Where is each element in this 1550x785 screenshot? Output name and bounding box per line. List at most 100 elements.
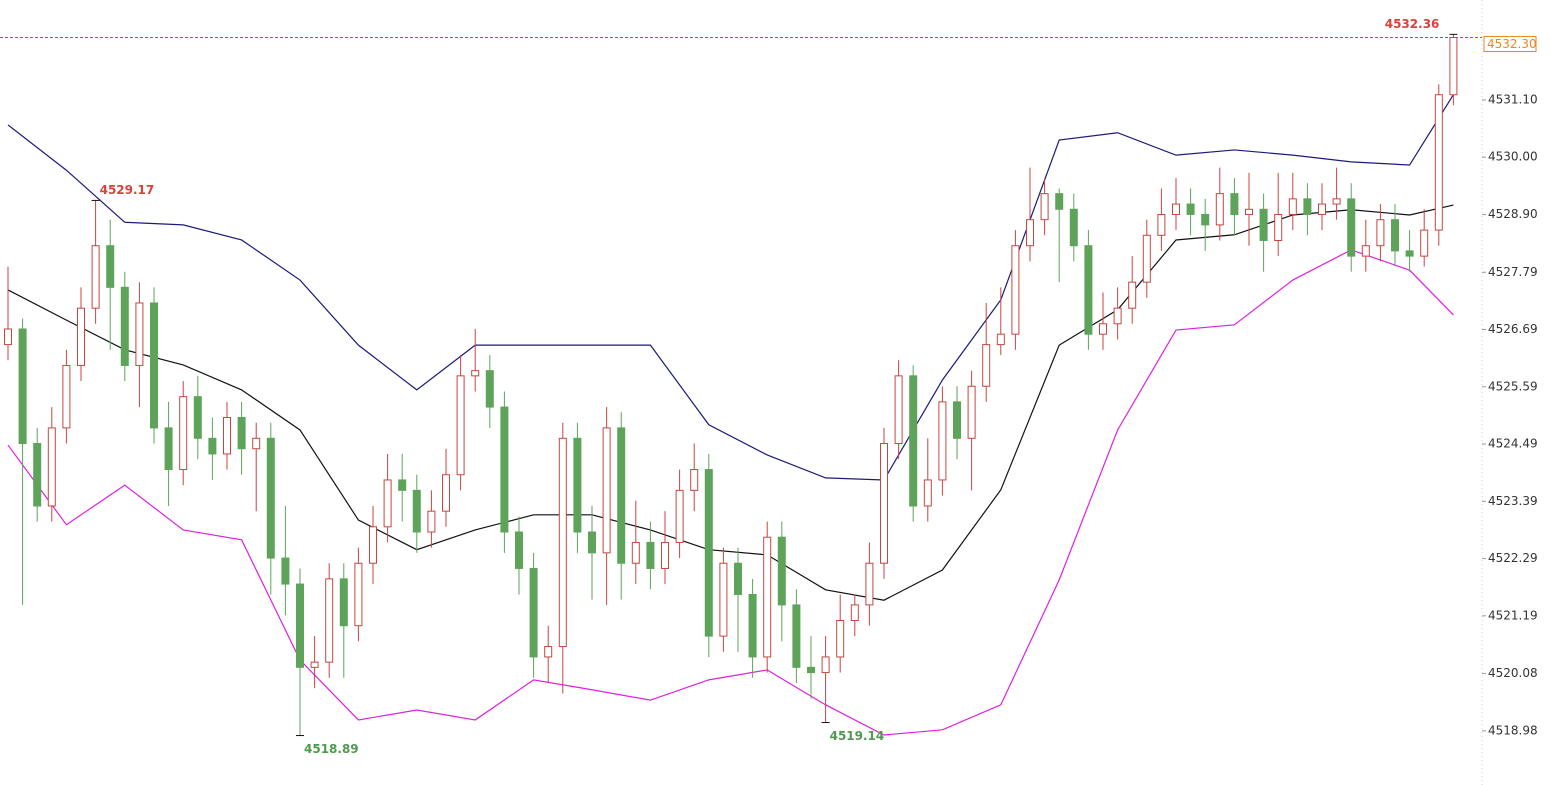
candle-body (1376, 219, 1385, 247)
candle-body (354, 562, 363, 627)
candle-body (281, 557, 290, 585)
candle-body (1157, 213, 1166, 236)
candle-body (412, 489, 421, 533)
candle-body (62, 364, 71, 429)
candle-body (821, 656, 830, 674)
candle-body (588, 531, 596, 554)
candle-body (894, 375, 903, 445)
candle-body (1288, 198, 1297, 215)
candle-body (865, 562, 874, 606)
candle-body (1347, 198, 1356, 257)
candle-body (252, 437, 261, 450)
candle-body (471, 370, 480, 377)
candle-body (1245, 208, 1253, 215)
candle-body (880, 443, 888, 564)
current-price-box (1483, 35, 1537, 52)
candle-body (734, 562, 742, 595)
candle-body (529, 567, 538, 658)
candle-body (208, 437, 217, 455)
candle-body (1201, 213, 1210, 226)
candle-body (135, 302, 144, 366)
candle-body (544, 646, 553, 658)
candle-body (631, 541, 640, 564)
candle-body (763, 536, 772, 658)
candle-body (77, 307, 85, 366)
candle-body (1186, 203, 1195, 215)
candle-body (33, 443, 42, 507)
candle-body (485, 370, 494, 408)
candle-body (1332, 198, 1341, 205)
y-tick-label: 4520.08 (1488, 666, 1538, 680)
candle-body (515, 531, 523, 569)
candle-body (704, 469, 713, 637)
candle-body (1274, 213, 1283, 241)
candle-body (792, 604, 801, 668)
candle-body (1230, 193, 1239, 215)
candle-body (120, 286, 129, 366)
y-tick-label: 4522.29 (1488, 551, 1538, 565)
candle-body (1434, 94, 1443, 231)
candle-body (1069, 208, 1078, 247)
candle-body (91, 245, 100, 309)
candle-body (1099, 323, 1107, 335)
band-line (7, 94, 1454, 481)
y-tick-label: 4523.39 (1488, 494, 1538, 508)
candle-body (1128, 281, 1137, 309)
candle-body (339, 578, 348, 627)
candle-body (982, 344, 991, 387)
candle-body (996, 333, 1005, 346)
candle-body (237, 416, 246, 450)
extreme-label: 4518.89 (304, 742, 359, 756)
candle-body (1055, 193, 1064, 210)
candle-body (150, 302, 158, 429)
extreme-label: 4532.36 (1385, 17, 1440, 31)
candle-body (661, 541, 669, 569)
candle-body (1172, 203, 1180, 215)
candle-body (325, 578, 334, 663)
candle-body (193, 396, 202, 439)
candle-body (617, 427, 626, 564)
y-tick-label: 4521.19 (1488, 608, 1538, 622)
candle-body (807, 666, 815, 674)
candle-body (369, 526, 377, 564)
extreme-label: 4529.17 (100, 183, 155, 197)
candle-body (18, 328, 27, 445)
candle-body (1011, 245, 1020, 335)
candle-body (719, 562, 728, 637)
candle-body (646, 541, 655, 569)
candle-body (427, 510, 436, 533)
candle-body (500, 406, 509, 533)
candle-body (310, 661, 319, 668)
candle-body (456, 375, 465, 476)
candle-body (223, 416, 231, 455)
candle-body (850, 604, 859, 622)
candle-body (1040, 193, 1049, 221)
candle-body (1361, 245, 1370, 257)
candle-body (1405, 250, 1414, 257)
y-tick-label: 4518.98 (1488, 723, 1538, 737)
candle-body (836, 620, 845, 658)
y-tick-label: 4528.90 (1488, 207, 1538, 221)
candle-body (1215, 193, 1224, 226)
y-tick-label: 4531.10 (1488, 92, 1538, 106)
candle-body (1318, 203, 1326, 215)
candle-body (690, 469, 699, 491)
y-tick-label: 4526.69 (1488, 322, 1538, 336)
candle-body (953, 401, 961, 439)
candle-body (164, 427, 173, 471)
candle-body (383, 479, 392, 528)
candle-body (967, 385, 976, 439)
candle-body (296, 583, 304, 668)
candle-body (777, 536, 786, 606)
candle-body (4, 328, 12, 346)
candle-body (398, 479, 407, 491)
candle-body (1113, 307, 1122, 325)
candle-body (106, 245, 115, 288)
candle-body (1259, 208, 1268, 241)
candle-body (1420, 229, 1429, 257)
candle-body (1391, 219, 1399, 252)
y-tick-label: 4530.00 (1488, 150, 1538, 164)
candle-body (266, 437, 275, 559)
